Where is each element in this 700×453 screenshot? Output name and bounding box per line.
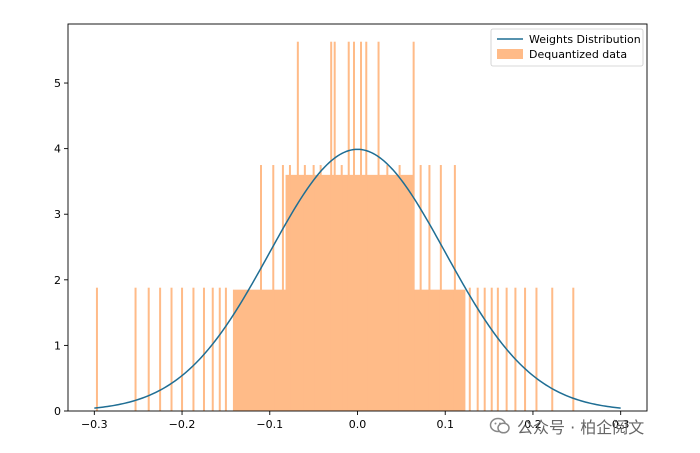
- histogram-bar: [453, 165, 456, 411]
- histogram-bar: [524, 287, 527, 411]
- y-tick-label: 2: [54, 274, 61, 287]
- histogram-bar: [319, 165, 322, 411]
- x-tick-label: 0.3: [612, 418, 630, 431]
- histogram-bar: [330, 41, 333, 411]
- histogram-bar: [490, 287, 493, 411]
- histogram-bar: [192, 287, 195, 411]
- x-tick-label: 0.1: [436, 418, 454, 431]
- histogram-bar: [514, 287, 517, 411]
- legend-label-dequantized: Dequantized data: [529, 48, 627, 61]
- histogram-bar: [476, 287, 479, 411]
- histogram-bar: [496, 287, 499, 411]
- y-axis: 0 1 2 3 4 5: [54, 77, 68, 418]
- histogram-bar: [419, 165, 422, 411]
- histogram-bar: [296, 41, 299, 411]
- histogram-bar: [377, 41, 380, 411]
- histogram-bar: [134, 287, 137, 411]
- weights-distribution-line: [94, 148, 621, 409]
- histogram-bar: [159, 287, 162, 411]
- histogram-bar: [181, 287, 184, 411]
- legend-box: [490, 28, 644, 67]
- histogram-bar: [535, 287, 538, 411]
- histogram-bar: [412, 41, 415, 411]
- histogram-bar: [551, 287, 554, 411]
- x-tick-label: −0.2: [169, 418, 196, 431]
- histogram-bar: [288, 165, 291, 411]
- histogram-bar: [439, 165, 442, 411]
- histogram-bar: [428, 165, 431, 411]
- watermark: 公众号 · 柏企阅文: [489, 412, 644, 440]
- histogram-bar: [572, 287, 575, 411]
- histogram-bar: [333, 41, 336, 411]
- histogram-bar: [352, 41, 355, 411]
- histogram-bar: [468, 287, 471, 411]
- watermark-text: 公众号 · 柏企阅文: [517, 418, 645, 437]
- histogram-bars: [95, 41, 575, 411]
- histogram-bar: [483, 287, 486, 411]
- histogram-bar: [340, 165, 343, 411]
- y-tick-label: 5: [54, 77, 61, 90]
- histogram-bar: [202, 287, 205, 411]
- y-tick-label: 1: [54, 339, 61, 352]
- histogram-bar: [218, 287, 221, 411]
- wechat-icon: [489, 417, 510, 434]
- histogram-bar: [312, 165, 315, 411]
- histogram-bar: [147, 287, 150, 411]
- legend-label-weights: Weights Distribution: [529, 33, 641, 46]
- x-tick-label: 0.0: [349, 418, 367, 431]
- histogram-bar: [360, 41, 363, 411]
- histogram-bar: [303, 165, 306, 411]
- legend-bar-swatch: [497, 49, 523, 59]
- histogram-bar: [224, 287, 227, 411]
- histogram-bar: [95, 287, 98, 411]
- y-tick-label: 4: [54, 143, 61, 156]
- legend: Weights Distribution Dequantized data: [490, 28, 644, 67]
- y-tick-label: 0: [54, 405, 61, 418]
- histogram-bar: [272, 165, 275, 411]
- x-axis: −0.3 −0.2 −0.1 0.0 0.1 0.2 0.3: [81, 411, 629, 431]
- histogram-bar: [386, 165, 389, 411]
- x-tick-label: −0.1: [256, 418, 283, 431]
- histogram-bar: [281, 165, 284, 411]
- histogram-bar: [260, 165, 262, 411]
- histogram-bar: [398, 165, 401, 411]
- y-tick-label: 3: [54, 208, 61, 221]
- histogram-bar: [347, 41, 350, 411]
- histogram-bar: [211, 287, 214, 411]
- x-tick-label: −0.3: [81, 418, 108, 431]
- x-tick-label: 0.2: [524, 418, 542, 431]
- histogram-bar: [365, 41, 368, 411]
- histogram-bar: [170, 287, 173, 411]
